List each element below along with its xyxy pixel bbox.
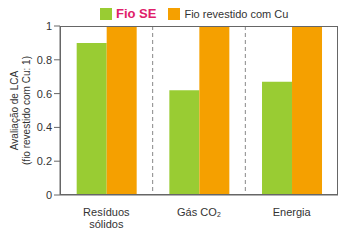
- svg-text:Avaliação de LCA(fio revestido: Avaliação de LCA(fio revestido com Cu: 1…: [9, 56, 32, 165]
- svg-text:1: 1: [46, 20, 52, 32]
- svg-text:Gás CO₂: Gás CO₂: [177, 206, 221, 218]
- svg-text:0.6: 0.6: [37, 88, 52, 100]
- svg-text:0: 0: [46, 189, 52, 201]
- svg-text:0.2: 0.2: [37, 155, 52, 167]
- svg-text:Resíduossólidos: Resíduossólidos: [83, 206, 130, 230]
- svg-text:Energia: Energia: [273, 206, 312, 218]
- html-text:Fio revestido com Cu: Fio revestido com Cu: [184, 7, 289, 20]
- svg-text:0.8: 0.8: [37, 54, 52, 66]
- html-text:Fio SE: Fio SE: [116, 6, 157, 21]
- svg-text:0.4: 0.4: [37, 121, 52, 133]
